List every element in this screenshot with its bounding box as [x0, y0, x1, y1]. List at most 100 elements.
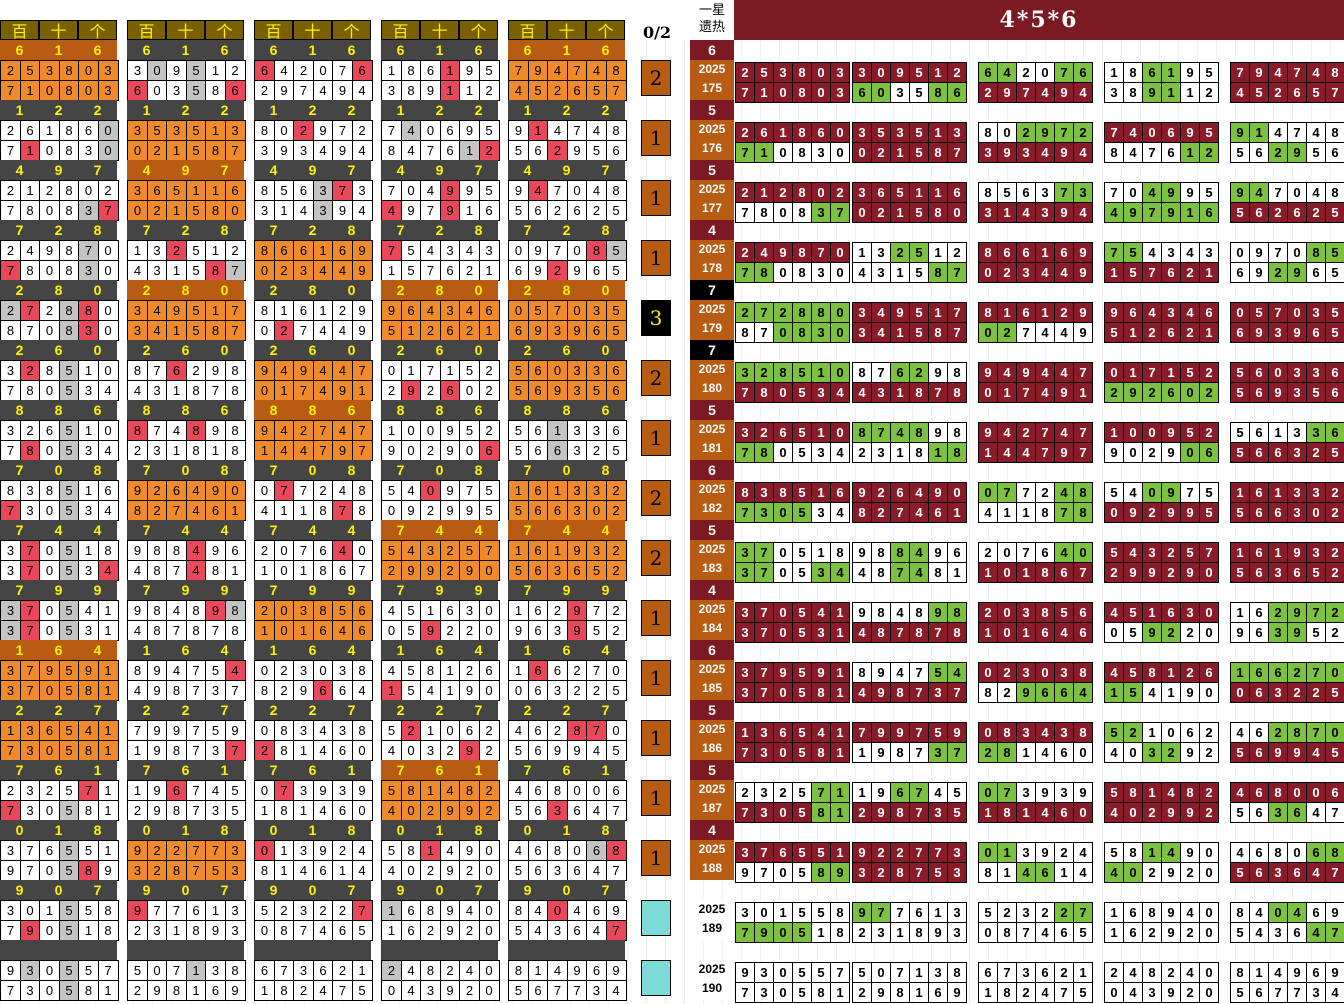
digit-cell: 1: [185, 980, 207, 1001]
triplet-digit: 0: [562, 882, 571, 898]
digit-cell: 0: [97, 320, 119, 341]
triplet-digit: 7: [396, 522, 405, 538]
digit-cell: 7: [381, 180, 402, 201]
digit-cell: 0: [400, 740, 422, 761]
count-box: 3: [641, 300, 671, 336]
triplet-digit: 7: [601, 162, 610, 178]
result-digit: 9: [1161, 502, 1181, 523]
result-digit: 3: [947, 922, 967, 943]
gridline: [665, 40, 666, 1004]
digit-cell: 6: [527, 800, 549, 821]
result-digit: 3: [928, 742, 948, 763]
period-label: 2025 185: [690, 660, 734, 700]
result-digit: 8: [1123, 782, 1143, 803]
digit-cell: 4: [351, 860, 373, 881]
digit-cell: 1: [127, 240, 148, 261]
digit-cell: 7: [166, 900, 187, 921]
triplet-digit: 7: [93, 162, 102, 178]
digit-cell: 6: [478, 440, 500, 461]
result-digit: 7: [947, 142, 967, 163]
digit-cell: 2: [478, 800, 500, 821]
period-label: 2025 178: [690, 240, 734, 280]
digit-cell: 5: [58, 600, 80, 621]
digit-cell: 9: [439, 480, 461, 501]
result-digit: 6: [773, 842, 793, 863]
result-digit: 5: [1325, 442, 1344, 463]
result-digit: 0: [830, 302, 850, 323]
result-digit: 5: [1325, 262, 1344, 283]
triplet-digit: 6: [54, 342, 63, 358]
digit-cell: 5: [351, 920, 373, 941]
digit-cell: 5: [58, 440, 80, 461]
triplet-digit: 6: [347, 402, 356, 418]
digit-cell: 3: [127, 320, 148, 341]
digit-cell: 7: [185, 720, 207, 741]
result-digit: 5: [792, 902, 812, 923]
digit-cell: 9: [146, 800, 168, 821]
result-digit: 8: [928, 202, 948, 223]
result-digit: 1: [1054, 862, 1074, 883]
result-digit: 4: [1073, 142, 1093, 163]
digit-cell: 6: [586, 320, 607, 341]
result-digit: 0: [773, 562, 793, 583]
triplet-digit: 6: [562, 762, 571, 778]
period-label: 2025 181: [690, 420, 734, 460]
result-digit: 3: [1016, 962, 1036, 983]
result-digit: 4: [1325, 982, 1344, 1003]
digit-cell: 3: [293, 780, 314, 801]
digit-cell: 3: [205, 960, 226, 981]
result-digit: 7: [754, 542, 774, 563]
result-digit: 6: [1268, 662, 1288, 683]
header-ge: 个: [78, 20, 117, 41]
digit-cell: 4: [332, 260, 353, 281]
triplet-digit: 1: [396, 642, 405, 658]
result-digit: 5: [1230, 862, 1250, 883]
result-digit: 8: [1142, 902, 1162, 923]
result-digit: 1: [997, 202, 1017, 223]
result-digit: 4: [1306, 62, 1326, 83]
digit-cell: 0: [254, 920, 275, 941]
result-digit: 7: [947, 262, 967, 283]
result-digit: 0: [1142, 422, 1162, 443]
digit-cell: 5: [586, 620, 607, 641]
digit-cell: 8: [508, 900, 529, 921]
digit-cell: 1: [205, 440, 226, 461]
digit-cell: 2: [566, 680, 588, 701]
result-digit: 5: [1230, 202, 1250, 223]
result-digit: 7: [735, 742, 755, 763]
digit-cell: 1: [185, 960, 207, 981]
digit-cell: 1: [97, 840, 119, 861]
triplet-digit: 6: [220, 402, 229, 418]
digit-cell: 3: [146, 920, 168, 941]
digit-cell: 3: [586, 480, 607, 501]
result-digit: 5: [1230, 422, 1250, 443]
digit-cell: 4: [312, 80, 334, 101]
triplet-digit: 1: [220, 762, 229, 778]
result-digit: 2: [871, 142, 891, 163]
digit-cell: 4: [420, 680, 441, 701]
digit-cell: 2: [312, 900, 334, 921]
digit-cell: 6: [78, 120, 99, 141]
triplet-digit: 1: [15, 102, 24, 118]
result-digit: 7: [1073, 442, 1093, 463]
result-digit: 3: [735, 622, 755, 643]
triplet-digit: 4: [523, 162, 532, 178]
result-digit: 2: [1199, 142, 1219, 163]
result-digit: 5: [909, 142, 929, 163]
digit-cell: 3: [586, 360, 607, 381]
result-digit: 5: [1104, 842, 1124, 863]
triplet-digit: 9: [142, 882, 151, 898]
result-digit: 6: [947, 182, 967, 203]
result-digit: 6: [1054, 682, 1074, 703]
digit-cell: 1: [19, 80, 41, 101]
result-digit: 3: [871, 262, 891, 283]
result-digit: 5: [1230, 802, 1250, 823]
digit-cell: 6: [527, 780, 549, 801]
digit-cell: 2: [293, 120, 314, 141]
digit-cell: 2: [166, 840, 187, 861]
result-digit: 3: [735, 602, 755, 623]
result-digit: 5: [1306, 382, 1326, 403]
digit-cell: 0: [478, 680, 500, 701]
